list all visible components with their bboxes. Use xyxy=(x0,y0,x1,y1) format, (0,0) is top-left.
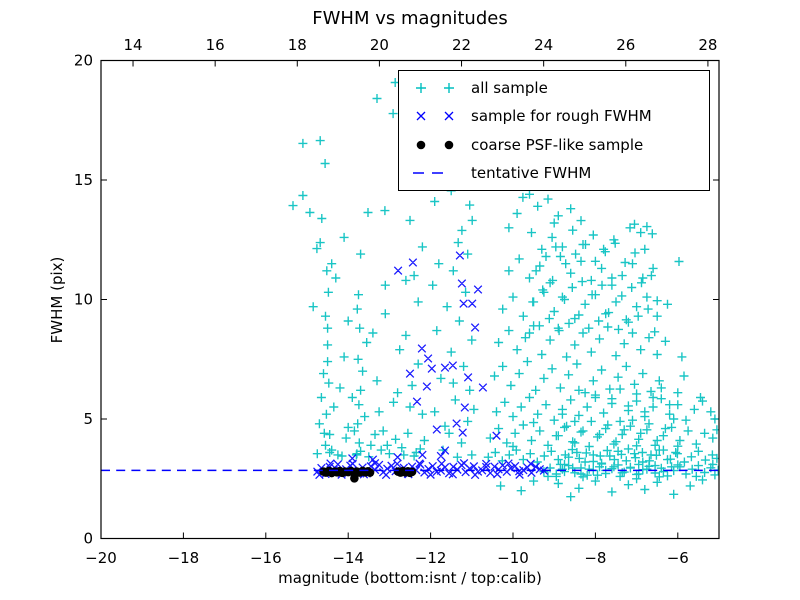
svg-text:10: 10 xyxy=(74,291,93,309)
svg-text:18: 18 xyxy=(288,36,307,54)
svg-text:5: 5 xyxy=(83,410,93,428)
dashed-line-icon xyxy=(413,172,443,174)
svg-text:−20: −20 xyxy=(85,549,117,567)
svg-text:16: 16 xyxy=(206,36,225,54)
svg-text:22: 22 xyxy=(452,36,471,54)
circle-marker-icon xyxy=(416,140,454,149)
svg-text:−8: −8 xyxy=(584,549,606,567)
series-all-sample xyxy=(288,78,719,502)
x-axis-label: magnitude (bottom:isnt / top:calib) xyxy=(278,569,542,587)
svg-text:20: 20 xyxy=(74,52,93,70)
legend-label: all sample xyxy=(471,79,548,98)
svg-text:−6: −6 xyxy=(667,549,689,567)
plus-marker-icon xyxy=(416,83,454,94)
series-psf-sample xyxy=(319,466,417,483)
svg-text:−18: −18 xyxy=(168,549,200,567)
legend-entry-tentative-fwhm: tentative FWHM xyxy=(407,159,701,187)
legend-entry-all-sample: all sample xyxy=(407,74,701,102)
svg-text:26: 26 xyxy=(616,36,635,54)
legend-entry-rough-fwhm: sample for rough FWHM xyxy=(407,102,701,130)
svg-text:−16: −16 xyxy=(250,549,282,567)
svg-text:15: 15 xyxy=(74,171,93,189)
svg-text:0: 0 xyxy=(83,530,93,548)
top-axis-ticks: 14 16 18 20 22 24 26 28 xyxy=(123,36,717,67)
y-axis-ticks: 0 5 10 15 20 xyxy=(74,52,719,548)
legend-label: sample for rough FWHM xyxy=(471,107,652,126)
svg-text:14: 14 xyxy=(123,36,142,54)
y-axis-label: FWHM (pix) xyxy=(48,256,66,344)
chart-title: FWHM vs magnitudes xyxy=(312,8,508,29)
svg-text:−12: −12 xyxy=(415,549,447,567)
svg-text:−14: −14 xyxy=(332,549,364,567)
legend-entry-psf-sample: coarse PSF-like sample xyxy=(407,131,701,159)
svg-text:−10: −10 xyxy=(497,549,529,567)
legend-label: tentative FWHM xyxy=(471,163,592,182)
x-marker-icon xyxy=(416,111,454,121)
svg-text:24: 24 xyxy=(534,36,553,54)
svg-text:28: 28 xyxy=(698,36,717,54)
plot-border xyxy=(100,59,720,540)
svg-text:20: 20 xyxy=(370,36,389,54)
x-axis-ticks: −20 −18 −16 −14 −12 −10 −8 −6 xyxy=(85,532,689,567)
legend-label: coarse PSF-like sample xyxy=(471,135,644,154)
legend: all sample sample for rough FWHM coarse … xyxy=(398,70,710,191)
